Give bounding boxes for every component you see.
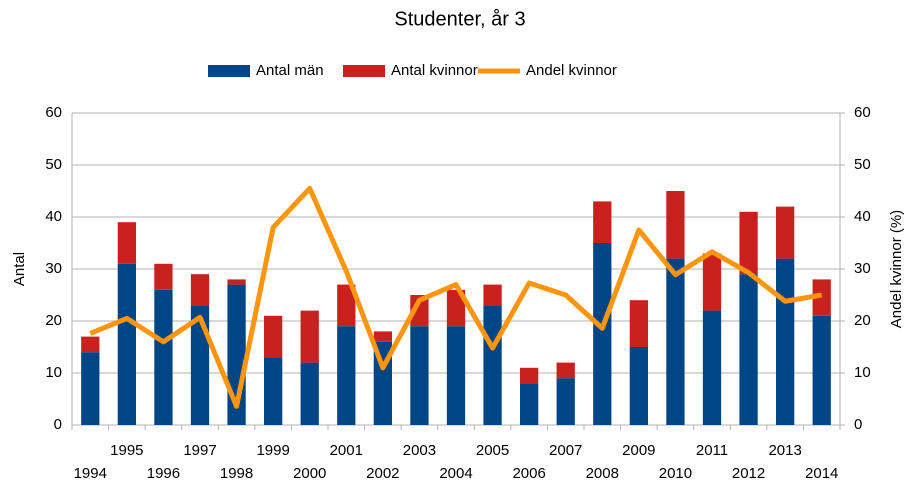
x-tick-label: 2003	[403, 442, 436, 459]
x-tick-label: 2001	[330, 442, 363, 459]
x-tick-label: 2012	[732, 465, 765, 480]
bar	[812, 315, 831, 425]
bar	[446, 326, 466, 425]
bar	[593, 201, 612, 243]
bar	[483, 305, 502, 425]
y2-tick-label: 10	[854, 364, 871, 381]
y2-tick-label: 40	[854, 208, 871, 225]
x-tick-label: 1996	[147, 465, 180, 480]
x-tick-label: 2011	[696, 442, 728, 459]
bar	[154, 289, 173, 425]
x-tick-label: 2006	[512, 465, 545, 480]
bar	[117, 222, 136, 264]
x-tick-label: 1997	[183, 442, 216, 459]
bar	[702, 253, 722, 311]
y-tick-label: 10	[45, 364, 62, 381]
y2-tick-label: 30	[854, 260, 871, 277]
bar	[702, 310, 722, 425]
x-tick-label: 2002	[366, 465, 399, 480]
bar	[483, 284, 502, 306]
x-tick-label: 2008	[586, 465, 619, 480]
bar	[593, 243, 612, 425]
bar	[410, 295, 429, 327]
x-tick-label: 1999	[256, 442, 289, 459]
legend-label: Antal män	[256, 62, 324, 79]
x-tick-label: 1998	[220, 465, 253, 480]
y2-tick-label: 0	[854, 416, 862, 433]
y-tick-label: 0	[54, 416, 62, 433]
y-tick-label: 30	[45, 260, 62, 277]
bar	[446, 289, 466, 327]
y-tick-label: 40	[45, 208, 62, 225]
y2-tick-label: 20	[854, 312, 871, 329]
bar	[410, 326, 429, 425]
y-tick-label: 50	[45, 156, 62, 173]
bar	[666, 258, 685, 425]
bar	[264, 357, 283, 425]
bar	[300, 362, 319, 425]
x-tick-label: 2000	[293, 465, 326, 480]
bar	[629, 300, 648, 347]
bar	[264, 315, 283, 358]
x-tick-label: 2013	[768, 442, 801, 459]
y2-tick-label: 60	[854, 104, 871, 121]
legend-swatch	[343, 65, 385, 77]
x-tick-label: 2009	[622, 442, 655, 459]
bar	[117, 263, 136, 425]
y2-axis-title: Andel kvinnor (%)	[888, 210, 905, 328]
bar	[776, 206, 795, 259]
line	[89, 185, 823, 409]
bar	[190, 305, 210, 425]
bar	[154, 263, 173, 290]
bar	[776, 258, 795, 425]
bar	[373, 331, 392, 342]
bar	[666, 191, 685, 259]
bar	[81, 336, 100, 353]
bar	[227, 279, 246, 285]
bar	[520, 383, 539, 425]
x-tick-label: 2005	[476, 442, 509, 459]
chart-title: Studenter, år 3	[394, 8, 525, 30]
legend-label: Andel kvinnor	[526, 62, 617, 79]
bar	[300, 310, 319, 363]
bar	[556, 378, 575, 425]
bar	[556, 362, 575, 379]
bar	[739, 211, 758, 275]
legend-label: Antal kvinnor	[391, 62, 478, 79]
bar	[739, 274, 758, 425]
bar	[520, 367, 539, 384]
x-tick-label: 2004	[439, 465, 472, 480]
x-tick-label: 2014	[805, 465, 838, 480]
x-tick-label: 1994	[74, 465, 107, 480]
x-tick-label: 2007	[549, 442, 582, 459]
bar	[629, 347, 648, 425]
x-tick-label: 1995	[110, 442, 143, 459]
bar	[81, 352, 100, 425]
legend-swatch	[208, 65, 250, 77]
y-tick-label: 60	[45, 104, 62, 121]
x-tick-label: 2010	[659, 465, 692, 480]
bar	[337, 284, 356, 327]
y2-tick-label: 50	[854, 156, 871, 173]
y-tick-label: 20	[45, 312, 62, 329]
bar	[337, 326, 356, 425]
bar	[190, 274, 210, 306]
y-axis-title: Antal	[11, 252, 28, 286]
bar	[812, 279, 831, 316]
